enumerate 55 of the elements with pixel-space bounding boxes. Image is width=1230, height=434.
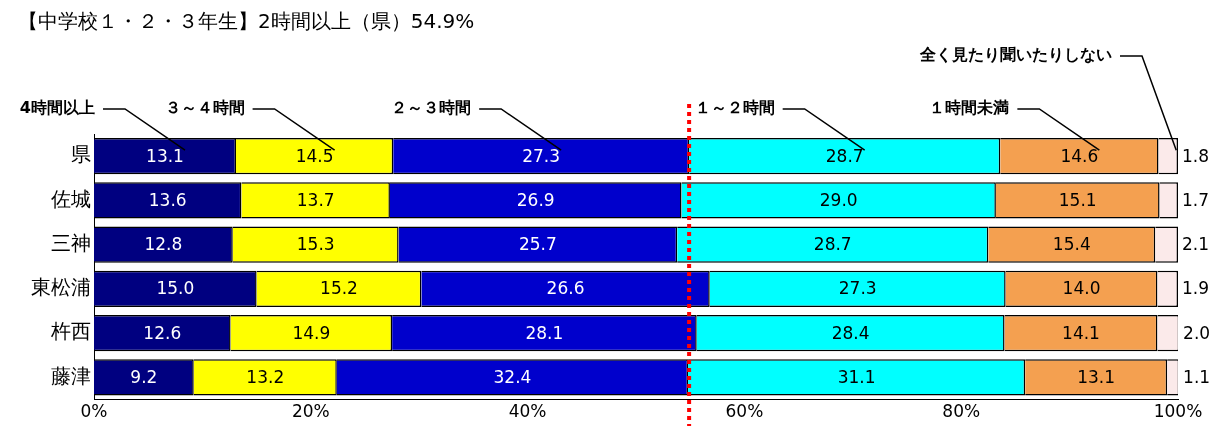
data-label: 15.4 (1052, 234, 1091, 255)
data-label: 15.2 (320, 278, 358, 299)
data-label: 2.1 (1182, 234, 1210, 255)
text: 全く見たり聞いたりしない (919, 45, 1112, 65)
y-tick-label: 佐城 (51, 186, 91, 211)
data-label: 13.2 (246, 366, 285, 387)
data-label: 1.7 (1182, 189, 1210, 210)
x-tick-label: 100% (1153, 401, 1203, 422)
data-label: 26.9 (516, 189, 555, 210)
data-label: 13.1 (146, 145, 184, 166)
data-label: 14.9 (292, 322, 331, 343)
y-tick-label: 藤津 (51, 363, 91, 388)
data-label: 13.6 (148, 189, 187, 210)
data-label: 26.6 (546, 278, 585, 299)
data-label: 1.1 (1183, 366, 1211, 387)
data-label: 14.5 (295, 145, 334, 166)
data-label: 14.0 (1062, 278, 1101, 299)
data-label: 1.9 (1182, 278, 1210, 299)
data-label: 12.6 (143, 322, 182, 343)
data-label: 27.3 (838, 278, 877, 299)
data-label: 1.8 (1182, 145, 1210, 166)
y-tick-label: 県 (71, 142, 91, 167)
data-label: 28.1 (525, 322, 564, 343)
data-label: 13.7 (296, 189, 335, 210)
x-tick-label: 40% (508, 401, 547, 422)
data-label: 28.4 (831, 322, 870, 343)
x-tick-label: 80% (942, 401, 981, 422)
data-label: 14.1 (1062, 322, 1100, 343)
data-label: 15.1 (1058, 189, 1097, 210)
data-label: 31.1 (837, 366, 876, 387)
y-tick-label: 杵西 (50, 319, 91, 344)
x-tick-label: 0% (80, 401, 108, 422)
series-label: １～２時間 (694, 98, 775, 118)
data-label: 32.4 (493, 366, 532, 387)
series-label: ２～３時間 (391, 98, 472, 118)
y-tick-label: 三神 (51, 230, 91, 255)
data-label: 28.7 (825, 145, 864, 166)
data-label: 15.3 (296, 234, 335, 255)
data-label: 29.0 (819, 189, 858, 210)
data-label: 27.3 (522, 145, 561, 166)
data-label: 2.0 (1183, 322, 1211, 343)
data-label: 13.1 (1077, 366, 1116, 387)
series-label: １時間未満 (929, 98, 1010, 118)
data-label: 9.2 (130, 366, 158, 387)
series-label: ３～４時間 (164, 98, 245, 118)
data-label: 25.7 (518, 234, 557, 255)
chart-title: 【中学校１・２・３年生】2時間以上（県）54.9% (17, 8, 476, 34)
series-label: 4時間以上 (19, 98, 96, 118)
data-label: 12.8 (144, 234, 183, 255)
data-label: 28.7 (813, 234, 852, 255)
data-label: 14.6 (1060, 145, 1099, 166)
x-tick-label: 60% (725, 401, 764, 422)
x-tick-label: 20% (291, 401, 330, 422)
data-label: 15.0 (156, 278, 195, 299)
y-tick-label: 東松浦 (31, 275, 91, 300)
